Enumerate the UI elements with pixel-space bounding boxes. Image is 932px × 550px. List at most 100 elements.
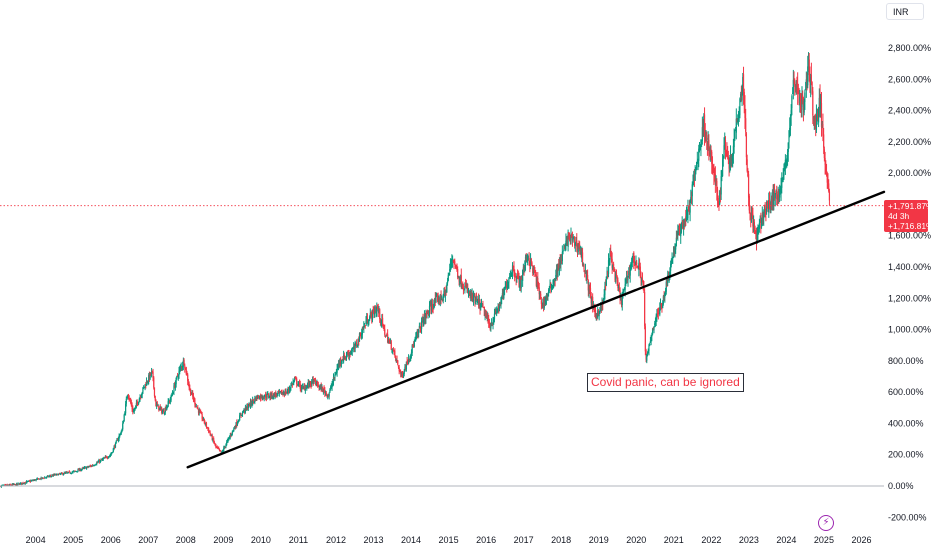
candle-body-79: [57, 474, 59, 476]
candle-body-1138: [821, 123, 823, 126]
candle-body-976: [704, 133, 706, 139]
candle-body-358: [258, 397, 260, 400]
candle-body-529: [381, 317, 384, 326]
candle-body-570: [411, 345, 413, 354]
candle-body-521: [376, 307, 378, 312]
candle-body-33: [23, 482, 26, 484]
candle-body-911: [657, 313, 659, 315]
candle-body-791: [571, 234, 573, 237]
candle-body-221: [159, 406, 161, 409]
candle-body-773: [558, 263, 560, 269]
candle-body-792: [571, 235, 574, 242]
candle-body-166: [119, 434, 122, 436]
x-tick-label: 2025: [814, 535, 834, 545]
candle-body-163: [117, 438, 119, 441]
candle-body-1039: [750, 212, 752, 220]
candle-body-1029: [742, 74, 745, 94]
candle-body-605: [436, 295, 439, 297]
trendline[interactable]: [186, 190, 886, 469]
price-axis[interactable]: 2,800.00% 2,600.00% 2,400.00% 2,200.00% 2,00…: [888, 43, 931, 522]
currency-button[interactable]: INR: [886, 3, 924, 20]
candle-body-816: [589, 286, 591, 289]
candle-body-1112: [802, 98, 805, 110]
candle-body-557: [402, 373, 404, 377]
x-tick-label: 2017: [514, 535, 534, 545]
candle-body-472: [340, 361, 343, 364]
candle-body-689: [497, 306, 499, 311]
candle-body-235: [169, 399, 171, 402]
candle-body-275: [198, 410, 200, 413]
candle-body-390: [281, 393, 283, 395]
candle-body-474: [342, 359, 344, 361]
candle-body-25: [18, 483, 20, 485]
candle-body-248: [179, 368, 181, 372]
candle-body-926: [668, 275, 670, 281]
candle-body-1132: [817, 112, 819, 120]
candle-body-730: [527, 257, 529, 259]
candle-body-513: [370, 312, 372, 314]
candle-body-770: [555, 268, 558, 277]
candle-body-1111: [802, 95, 804, 100]
candle-body-143: [103, 457, 105, 459]
candle-body-737: [532, 267, 534, 274]
candle-body-331: [239, 415, 241, 421]
candle-body-694: [501, 297, 503, 299]
candle-body-913: [659, 307, 661, 315]
candle-body-66: [47, 475, 49, 477]
candle-body-27: [19, 483, 21, 485]
support-trendline[interactable]: [186, 190, 886, 469]
low-price-label: +1,716.81%: [888, 221, 932, 231]
candle-body-749: [540, 300, 543, 305]
candle-body-191: [137, 401, 140, 404]
candle-body-161: [116, 439, 118, 441]
candle-body-442: [319, 386, 321, 388]
candle-body-614: [443, 291, 445, 297]
candle-body-9: [6, 484, 8, 486]
candle-body-320: [231, 433, 233, 436]
candle-body-147: [106, 456, 108, 458]
candle-body-50: [36, 478, 38, 480]
candle-body-451: [325, 392, 327, 394]
candle-body-711: [513, 265, 515, 273]
candle-body-508: [366, 317, 369, 324]
candle-body-636: [459, 281, 461, 284]
candle-body-981: [708, 139, 710, 156]
candle-body-252: [182, 365, 184, 368]
candle-body-1031: [744, 104, 746, 118]
candle-body-28: [20, 482, 22, 484]
candle-body-795: [574, 236, 576, 246]
candle-body-563: [406, 360, 408, 364]
candle-body-196: [141, 392, 143, 395]
lightning-icon[interactable]: ⚡: [818, 515, 834, 531]
candle-body-427: [308, 382, 310, 386]
candle-body-445: [321, 387, 323, 391]
candle-body-740: [534, 271, 536, 273]
x-tick-label: 2018: [551, 535, 571, 545]
candle-body-396: [285, 392, 288, 394]
candle-body-441: [318, 387, 320, 389]
candle-body-1041: [751, 211, 753, 216]
candle-body-1115: [805, 89, 807, 91]
covid-annotation[interactable]: Covid panic, can be ignored: [587, 373, 744, 392]
candle-body-553: [399, 370, 401, 372]
candle-body-360: [259, 395, 262, 399]
candle-body-334: [241, 414, 243, 416]
time-axis[interactable]: 2004 2005 2006 2007 2008 2009 2010 2011 2012 2013…: [26, 535, 872, 545]
candle-body-236: [170, 395, 172, 401]
candle-body-116: [83, 467, 86, 469]
candle-body-462: [333, 376, 335, 379]
y-tick-label: 1,000.00%: [888, 325, 931, 335]
candle-body-473: [341, 360, 343, 362]
candle-body-476: [343, 354, 345, 360]
candle-body-104: [75, 471, 77, 473]
candle-body-959: [692, 182, 694, 186]
candle-body-112: [80, 469, 83, 471]
candle-body-1021: [737, 120, 739, 123]
candle-body-332: [239, 414, 241, 416]
candle-body-1072: [773, 191, 776, 198]
candle-body-943: [680, 225, 683, 233]
candle-body-1122: [810, 77, 812, 85]
candle-body-755: [545, 297, 547, 304]
candle-body-340: [245, 406, 247, 408]
